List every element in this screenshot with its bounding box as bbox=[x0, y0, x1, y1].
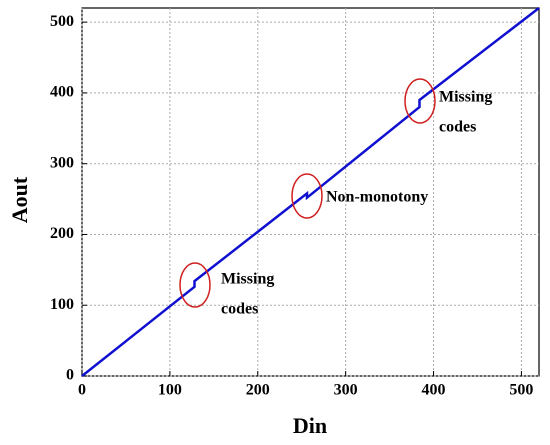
y-tick-label: 100 bbox=[50, 296, 74, 313]
y-tick-label: 400 bbox=[50, 84, 74, 101]
x-tick-label: 300 bbox=[334, 382, 358, 399]
x-axis-title: Din bbox=[293, 413, 327, 438]
annotation: Missing bbox=[221, 271, 274, 288]
y-tick-label: 0 bbox=[66, 367, 74, 384]
data-line bbox=[81, 7, 540, 377]
y-tick-label: 200 bbox=[50, 225, 74, 242]
annotation: codes bbox=[221, 301, 258, 318]
y-tick-label: 300 bbox=[50, 154, 74, 171]
grid bbox=[81, 8, 539, 377]
y-tick-label: 500 bbox=[50, 13, 74, 30]
plot bbox=[81, 7, 540, 377]
annotation: Missing bbox=[439, 89, 492, 106]
x-tick-label: 200 bbox=[246, 382, 270, 399]
annotation: Non-monotony bbox=[326, 189, 428, 206]
highlight-ellipse bbox=[291, 173, 323, 219]
annotation: codes bbox=[439, 119, 476, 136]
x-tick-label: 500 bbox=[509, 382, 533, 399]
highlight-ellipse bbox=[179, 262, 211, 308]
y-axis-title: Aout bbox=[7, 176, 32, 223]
x-tick-label: 0 bbox=[78, 382, 86, 399]
x-tick-label: 100 bbox=[158, 382, 182, 399]
x-tick-label: 400 bbox=[422, 382, 446, 399]
highlight-ellipse bbox=[404, 78, 436, 124]
